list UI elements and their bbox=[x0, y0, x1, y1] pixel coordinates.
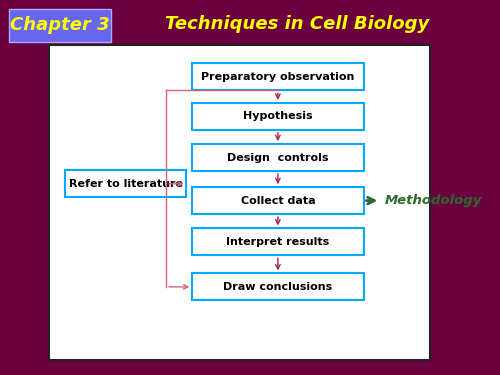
Text: Refer to literature: Refer to literature bbox=[68, 179, 182, 189]
Text: Methodology: Methodology bbox=[385, 194, 482, 207]
FancyBboxPatch shape bbox=[192, 228, 364, 255]
Text: Design  controls: Design controls bbox=[227, 153, 328, 162]
FancyBboxPatch shape bbox=[50, 45, 430, 360]
Text: Techniques in Cell Biology: Techniques in Cell Biology bbox=[165, 15, 429, 33]
FancyBboxPatch shape bbox=[192, 187, 364, 214]
Text: Preparatory observation: Preparatory observation bbox=[201, 72, 354, 82]
FancyBboxPatch shape bbox=[9, 9, 112, 42]
Text: Draw conclusions: Draw conclusions bbox=[224, 282, 332, 292]
Text: Chapter 3: Chapter 3 bbox=[10, 16, 110, 34]
Text: Hypothesis: Hypothesis bbox=[243, 111, 312, 121]
FancyBboxPatch shape bbox=[192, 144, 364, 171]
FancyBboxPatch shape bbox=[192, 63, 364, 90]
FancyBboxPatch shape bbox=[192, 273, 364, 300]
FancyBboxPatch shape bbox=[192, 103, 364, 130]
FancyBboxPatch shape bbox=[65, 170, 186, 197]
Text: Interpret results: Interpret results bbox=[226, 237, 330, 247]
Text: Collect data: Collect data bbox=[240, 196, 315, 206]
